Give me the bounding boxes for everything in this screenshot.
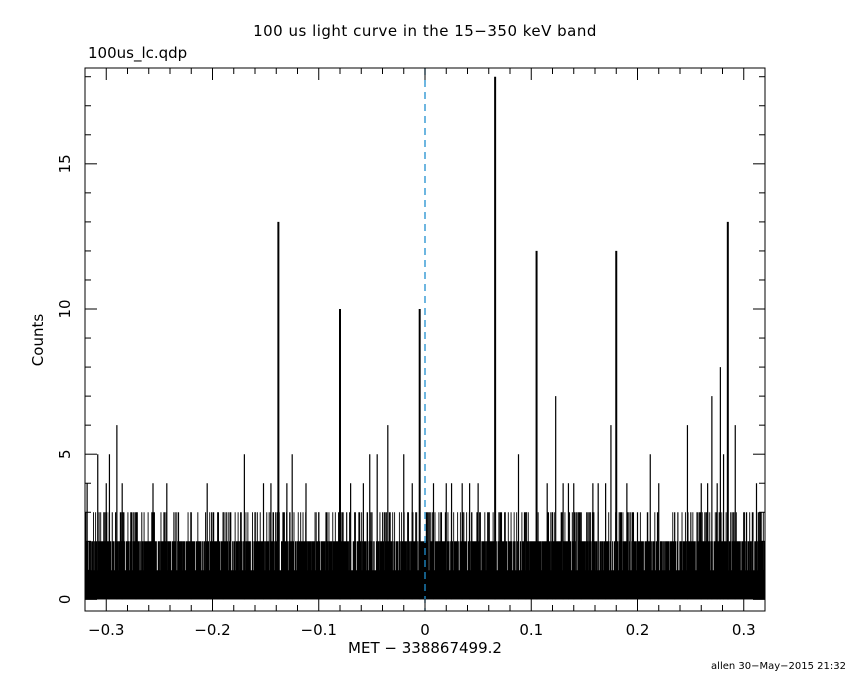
x-tick-label: −0.1: [301, 621, 337, 639]
x-tick-label: −0.3: [88, 621, 124, 639]
x-tick-label: 0.2: [626, 621, 650, 639]
y-axis-label: Counts: [29, 313, 47, 367]
footer-stamp: allen 30−May−2015 21:32: [711, 661, 846, 672]
chart-title: 100 us light curve in the 15−350 keV ban…: [253, 22, 597, 40]
x-axis-label: MET − 338867499.2: [348, 639, 502, 657]
x-tick-label: 0.3: [732, 621, 756, 639]
y-tick-label: 0: [56, 595, 74, 605]
x-tick-label: 0.1: [519, 621, 543, 639]
axis-ticks: −0.3 −0.2 −0.1 0 0.1 0.2 0.3 0 5 10 15: [56, 68, 766, 639]
x-tick-label: 0: [420, 621, 430, 639]
file-label: 100us_lc.qdp: [88, 44, 188, 62]
x-tick-label: −0.2: [194, 621, 230, 639]
y-tick-label: 15: [56, 154, 74, 173]
y-tick-label: 5: [56, 449, 74, 459]
y-tick-label: 10: [56, 299, 74, 318]
